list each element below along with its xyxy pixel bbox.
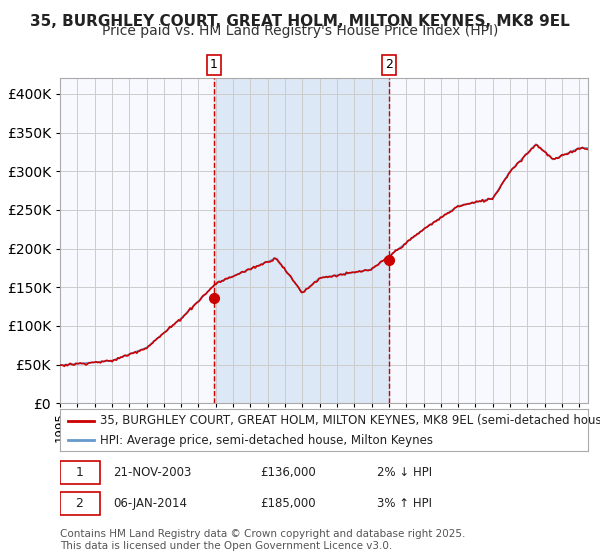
Text: 2: 2 [385, 58, 394, 72]
Text: 21-NOV-2003: 21-NOV-2003 [113, 466, 191, 479]
Text: 2% ↓ HPI: 2% ↓ HPI [377, 466, 432, 479]
Text: 35, BURGHLEY COURT, GREAT HOLM, MILTON KEYNES, MK8 9EL (semi-detached house): 35, BURGHLEY COURT, GREAT HOLM, MILTON K… [100, 414, 600, 427]
Text: £136,000: £136,000 [260, 466, 316, 479]
FancyBboxPatch shape [60, 492, 100, 515]
Text: Contains HM Land Registry data © Crown copyright and database right 2025.
This d: Contains HM Land Registry data © Crown c… [60, 529, 466, 551]
Text: 35, BURGHLEY COURT, GREAT HOLM, MILTON KEYNES, MK8 9EL: 35, BURGHLEY COURT, GREAT HOLM, MILTON K… [30, 14, 570, 29]
Bar [214, 78, 389, 403]
FancyBboxPatch shape [60, 461, 100, 484]
Text: £185,000: £185,000 [260, 497, 316, 510]
Text: 1: 1 [210, 58, 218, 72]
Text: 1: 1 [76, 466, 83, 479]
Text: Price paid vs. HM Land Registry's House Price Index (HPI): Price paid vs. HM Land Registry's House … [102, 24, 498, 38]
Text: 2: 2 [76, 497, 83, 510]
Text: 3% ↑ HPI: 3% ↑ HPI [377, 497, 432, 510]
Text: HPI: Average price, semi-detached house, Milton Keynes: HPI: Average price, semi-detached house,… [100, 434, 433, 447]
Text: 06-JAN-2014: 06-JAN-2014 [113, 497, 187, 510]
